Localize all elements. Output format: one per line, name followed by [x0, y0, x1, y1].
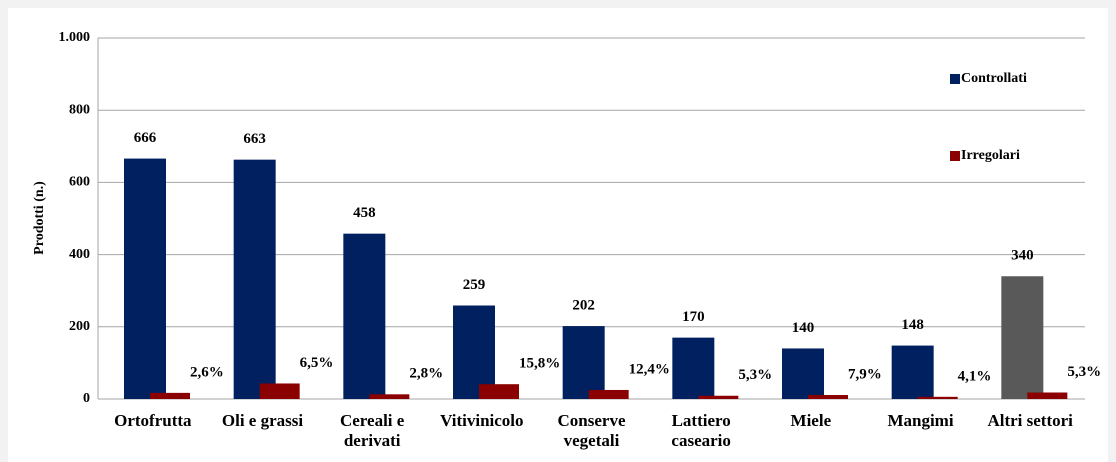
bar	[124, 158, 166, 399]
y-tick-label: 1.000	[59, 30, 91, 45]
x-tick-label: Oli e grassi	[221, 411, 304, 430]
y-tick-label: 400	[69, 247, 90, 262]
y-axis-label: Prodotti (n.)	[32, 181, 47, 255]
y-tick-label: 800	[69, 102, 90, 117]
value-label: 140	[792, 320, 815, 336]
annotation: 5,3%	[738, 367, 772, 383]
chart: Prodotti (n.) 0 200 400 600 800 1.000 666 2,6% 6…	[32, 30, 1101, 406]
bar	[562, 326, 605, 399]
x-tick-label: Vitivinicolo	[440, 411, 524, 430]
annotation: 2,8%	[409, 366, 443, 382]
x-tick-label: Lattiero caseario	[671, 411, 731, 450]
x-tick-label: Cereali e derivati	[339, 411, 405, 450]
y-tick-label: 0	[83, 391, 90, 406]
legend-swatch	[950, 151, 960, 161]
legend-label: Irregolari	[961, 148, 1020, 163]
x-tick-label: Altri settori	[987, 411, 1073, 430]
annotation: 12,4%	[629, 361, 670, 377]
value-label: 458	[353, 205, 376, 221]
bar	[369, 394, 410, 399]
bar	[1027, 392, 1068, 399]
value-label: 148	[901, 317, 924, 333]
value-label: 170	[682, 309, 705, 325]
annotation: 5,3%	[1067, 364, 1101, 380]
value-label: 259	[463, 277, 486, 293]
legend-swatch	[950, 74, 960, 84]
bar	[808, 395, 848, 399]
x-tick-label: Miele	[790, 411, 832, 430]
bar	[150, 392, 190, 399]
legend-label: Controllati	[961, 71, 1027, 86]
bar	[782, 348, 824, 399]
x-tick-label: Conserve vegetali	[557, 411, 626, 450]
annotation: 2,6%	[190, 364, 224, 380]
annotation: 6,5%	[300, 355, 334, 371]
x-tick-label: Ortofrutta	[114, 411, 192, 430]
bar	[1001, 276, 1044, 399]
bar	[453, 305, 495, 399]
bar	[479, 384, 519, 399]
y-tick-label: 600	[69, 175, 90, 190]
value-label: 202	[572, 298, 595, 314]
bar	[917, 396, 958, 399]
bar	[672, 337, 715, 399]
bar	[698, 395, 739, 399]
value-label: 340	[1011, 248, 1034, 264]
page: Prodotti (n.) 0 200 400 600 800 1.000 666 2,6% 6…	[8, 8, 1108, 462]
bar	[259, 383, 300, 399]
bar	[233, 159, 276, 399]
value-label: 666	[134, 130, 157, 146]
bar	[343, 233, 386, 399]
annotation: 7,9%	[848, 366, 882, 382]
bar	[891, 345, 934, 399]
x-tick-label: Mangimi	[887, 411, 954, 430]
y-tick-label: 200	[69, 319, 90, 334]
value-label: 663	[243, 131, 266, 147]
annotation: 15,8%	[519, 356, 560, 372]
bar	[588, 389, 629, 399]
annotation: 4,1%	[958, 368, 992, 384]
